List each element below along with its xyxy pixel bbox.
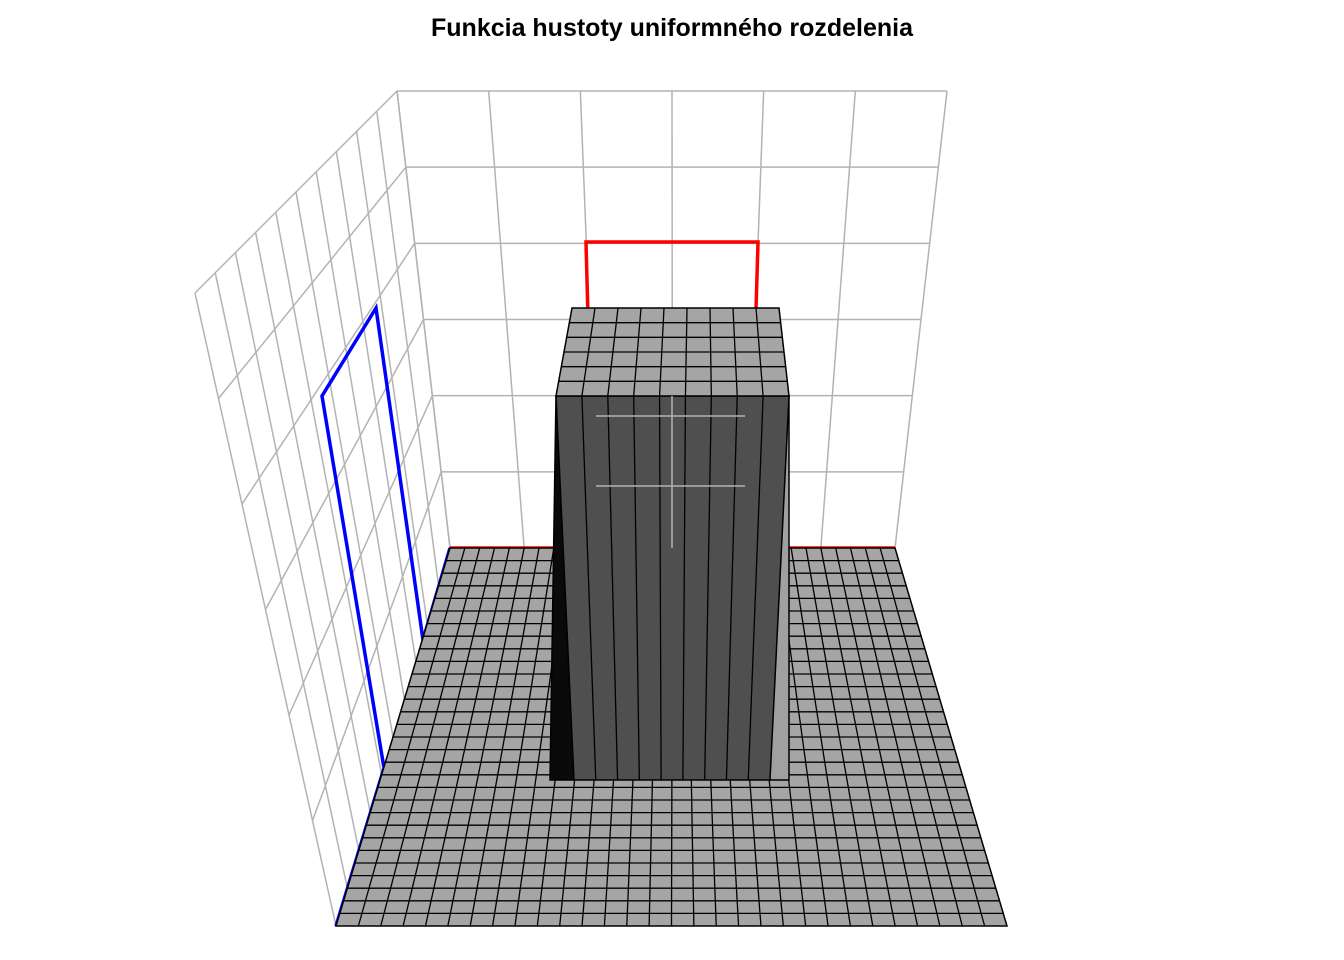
chart-title: Funkcia hustoty uniformného rozdelenia [431,14,913,42]
side-grid-line [194,90,398,294]
side-grid-line [311,471,442,821]
side-grid-line [264,319,425,610]
box-wall-mesh-line [633,395,640,781]
side-grid-line [288,395,434,716]
side-wall-grid [194,90,451,927]
density-box [549,307,790,781]
box-wall-mesh-line [581,395,597,781]
box-wall-mesh-line [682,395,687,781]
box-wall-mesh-line [725,395,738,781]
side-grid-line [217,166,407,399]
side-grid-line [241,242,416,505]
box-wall-mesh-line [704,395,712,781]
box-wall-mesh-line [747,395,764,781]
box-wall-mesh-line [607,395,619,781]
box-wall-mesh-line [658,395,662,781]
